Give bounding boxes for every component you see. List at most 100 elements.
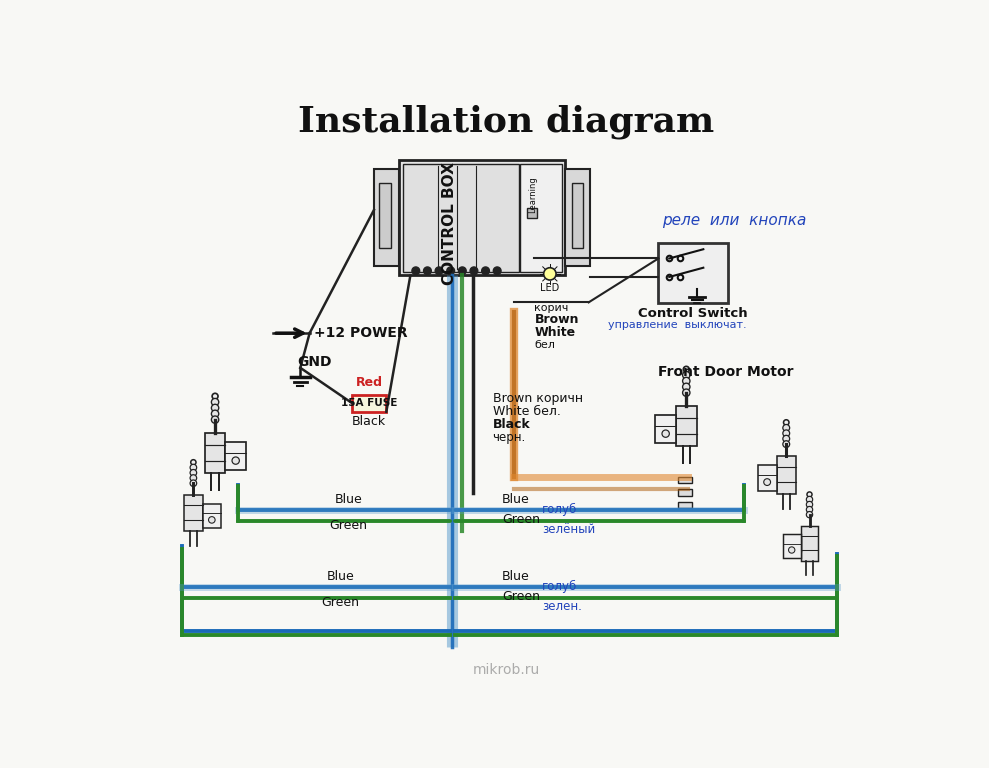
Text: Red: Red bbox=[356, 376, 383, 389]
Text: Blue: Blue bbox=[334, 492, 362, 505]
Circle shape bbox=[682, 377, 690, 385]
Circle shape bbox=[212, 393, 218, 399]
Text: корич: корич bbox=[534, 303, 569, 313]
Text: Learning: Learning bbox=[528, 176, 537, 213]
Text: +12 POWER: +12 POWER bbox=[314, 326, 407, 340]
Bar bbox=[184, 495, 203, 531]
Circle shape bbox=[212, 399, 219, 406]
Text: реле  или  кнопка: реле или кнопка bbox=[663, 214, 807, 228]
Text: Black: Black bbox=[352, 415, 387, 429]
Circle shape bbox=[806, 502, 813, 508]
Text: Black: Black bbox=[493, 419, 530, 432]
Bar bbox=[789, 538, 801, 551]
Bar bbox=[758, 465, 776, 491]
Circle shape bbox=[783, 420, 789, 425]
Text: GND: GND bbox=[297, 355, 331, 369]
Bar bbox=[399, 160, 566, 276]
Text: Brown: Brown bbox=[534, 313, 579, 326]
Bar bbox=[677, 477, 691, 483]
Circle shape bbox=[190, 480, 197, 486]
Circle shape bbox=[412, 267, 419, 275]
Bar bbox=[656, 415, 675, 443]
Circle shape bbox=[212, 404, 219, 412]
Circle shape bbox=[783, 430, 789, 437]
Bar bbox=[801, 526, 818, 561]
Bar bbox=[403, 164, 519, 272]
Text: White: White bbox=[534, 326, 576, 339]
Circle shape bbox=[806, 511, 813, 518]
Text: Installation diagram: Installation diagram bbox=[299, 104, 715, 139]
Circle shape bbox=[209, 517, 216, 523]
Circle shape bbox=[682, 383, 690, 390]
Bar bbox=[205, 433, 225, 473]
Text: управление  выключат.: управление выключат. bbox=[608, 319, 747, 329]
Circle shape bbox=[783, 441, 789, 448]
Text: зелен.: зелен. bbox=[542, 601, 582, 614]
Bar bbox=[225, 442, 246, 470]
Bar bbox=[526, 207, 537, 217]
Text: Green: Green bbox=[321, 596, 360, 609]
Text: зелёный: зелёный bbox=[542, 523, 595, 536]
Circle shape bbox=[423, 267, 431, 275]
Text: черн.: черн. bbox=[493, 431, 526, 444]
Circle shape bbox=[806, 496, 813, 502]
Text: Green: Green bbox=[329, 518, 367, 531]
Circle shape bbox=[470, 267, 478, 275]
Text: Blue: Blue bbox=[326, 570, 354, 583]
Bar bbox=[764, 468, 776, 483]
Text: Control Switch: Control Switch bbox=[639, 307, 748, 320]
Bar bbox=[783, 535, 801, 558]
Bar bbox=[566, 169, 590, 266]
Text: голуб: голуб bbox=[542, 502, 578, 515]
Bar bbox=[675, 406, 696, 446]
Bar bbox=[374, 169, 399, 266]
Bar bbox=[663, 419, 675, 435]
Circle shape bbox=[190, 465, 197, 471]
Circle shape bbox=[682, 372, 690, 379]
Circle shape bbox=[459, 267, 466, 275]
Bar bbox=[203, 504, 222, 528]
Bar bbox=[677, 502, 691, 508]
Text: Green: Green bbox=[501, 591, 540, 604]
Text: Green: Green bbox=[501, 513, 540, 526]
Bar bbox=[776, 456, 796, 494]
Text: Blue: Blue bbox=[501, 492, 529, 505]
Text: Front Door Motor: Front Door Motor bbox=[659, 365, 794, 379]
Text: mikrob.ru: mikrob.ru bbox=[473, 663, 540, 677]
Circle shape bbox=[807, 492, 812, 497]
Circle shape bbox=[764, 478, 770, 485]
Bar bbox=[659, 243, 728, 303]
Circle shape bbox=[232, 457, 239, 465]
Circle shape bbox=[783, 435, 789, 442]
Circle shape bbox=[212, 410, 219, 418]
Bar bbox=[352, 395, 387, 412]
Circle shape bbox=[494, 267, 501, 275]
Circle shape bbox=[662, 430, 670, 437]
Circle shape bbox=[212, 416, 219, 423]
Bar bbox=[380, 183, 391, 249]
Circle shape bbox=[683, 366, 689, 372]
Text: White бел.: White бел. bbox=[493, 406, 561, 419]
Bar bbox=[520, 164, 562, 272]
Circle shape bbox=[482, 267, 490, 275]
Circle shape bbox=[190, 469, 197, 476]
Text: бел: бел bbox=[534, 339, 555, 349]
Circle shape bbox=[806, 506, 813, 513]
Text: Brown коричн: Brown коричн bbox=[493, 392, 583, 406]
Circle shape bbox=[682, 389, 690, 396]
Bar bbox=[572, 183, 584, 249]
Text: 15A FUSE: 15A FUSE bbox=[341, 399, 398, 409]
Text: Blue: Blue bbox=[501, 570, 529, 583]
Bar bbox=[203, 507, 215, 521]
Circle shape bbox=[783, 425, 789, 432]
Bar bbox=[225, 446, 238, 462]
Circle shape bbox=[435, 267, 443, 275]
Text: голуб: голуб bbox=[542, 580, 578, 593]
Circle shape bbox=[447, 267, 455, 275]
Circle shape bbox=[190, 475, 197, 482]
Circle shape bbox=[788, 547, 795, 553]
Text: LED: LED bbox=[540, 283, 560, 293]
Circle shape bbox=[544, 268, 556, 280]
Bar bbox=[677, 489, 691, 495]
Text: CONTROL BOX: CONTROL BOX bbox=[442, 162, 457, 285]
